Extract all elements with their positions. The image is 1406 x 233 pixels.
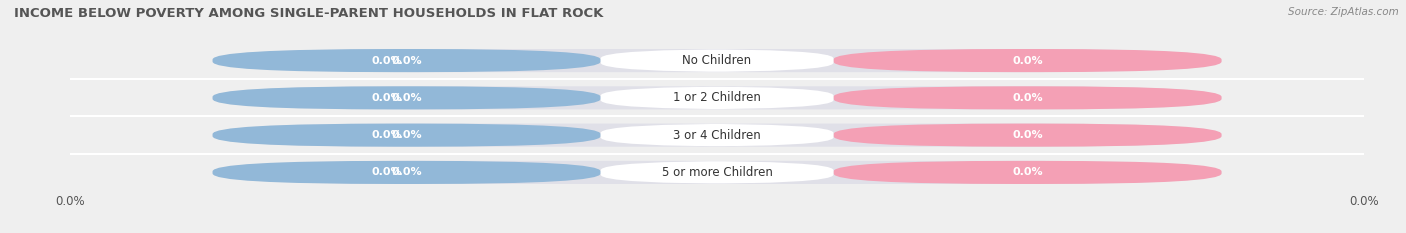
Text: 5 or more Children: 5 or more Children bbox=[662, 166, 772, 179]
FancyBboxPatch shape bbox=[212, 161, 1222, 184]
Text: 0.0%: 0.0% bbox=[373, 130, 402, 140]
FancyBboxPatch shape bbox=[600, 49, 834, 72]
Text: 0.0%: 0.0% bbox=[1012, 130, 1043, 140]
FancyBboxPatch shape bbox=[834, 86, 1222, 110]
FancyBboxPatch shape bbox=[212, 49, 1222, 72]
Text: 1 or 2 Children: 1 or 2 Children bbox=[673, 91, 761, 104]
FancyBboxPatch shape bbox=[212, 86, 600, 110]
Text: 0.0%: 0.0% bbox=[373, 93, 402, 103]
Text: INCOME BELOW POVERTY AMONG SINGLE-PARENT HOUSEHOLDS IN FLAT ROCK: INCOME BELOW POVERTY AMONG SINGLE-PARENT… bbox=[14, 7, 603, 20]
FancyBboxPatch shape bbox=[834, 123, 1222, 147]
Text: 0.0%: 0.0% bbox=[1012, 93, 1043, 103]
Text: 0.0%: 0.0% bbox=[1012, 168, 1043, 177]
FancyBboxPatch shape bbox=[212, 161, 600, 184]
Text: 0.0%: 0.0% bbox=[1012, 56, 1043, 65]
Text: No Children: No Children bbox=[682, 54, 752, 67]
FancyBboxPatch shape bbox=[600, 161, 834, 184]
Text: 0.0%: 0.0% bbox=[391, 168, 422, 177]
Text: Source: ZipAtlas.com: Source: ZipAtlas.com bbox=[1288, 7, 1399, 17]
Text: 0.0%: 0.0% bbox=[391, 130, 422, 140]
Text: 0.0%: 0.0% bbox=[391, 93, 422, 103]
FancyBboxPatch shape bbox=[212, 49, 600, 72]
FancyBboxPatch shape bbox=[600, 123, 834, 147]
FancyBboxPatch shape bbox=[834, 49, 1222, 72]
Text: 0.0%: 0.0% bbox=[391, 56, 422, 65]
FancyBboxPatch shape bbox=[212, 123, 600, 147]
Text: 0.0%: 0.0% bbox=[373, 168, 402, 177]
FancyBboxPatch shape bbox=[212, 123, 1222, 147]
Text: 3 or 4 Children: 3 or 4 Children bbox=[673, 129, 761, 142]
Text: 0.0%: 0.0% bbox=[373, 56, 402, 65]
FancyBboxPatch shape bbox=[834, 161, 1222, 184]
FancyBboxPatch shape bbox=[600, 86, 834, 110]
FancyBboxPatch shape bbox=[212, 86, 1222, 110]
